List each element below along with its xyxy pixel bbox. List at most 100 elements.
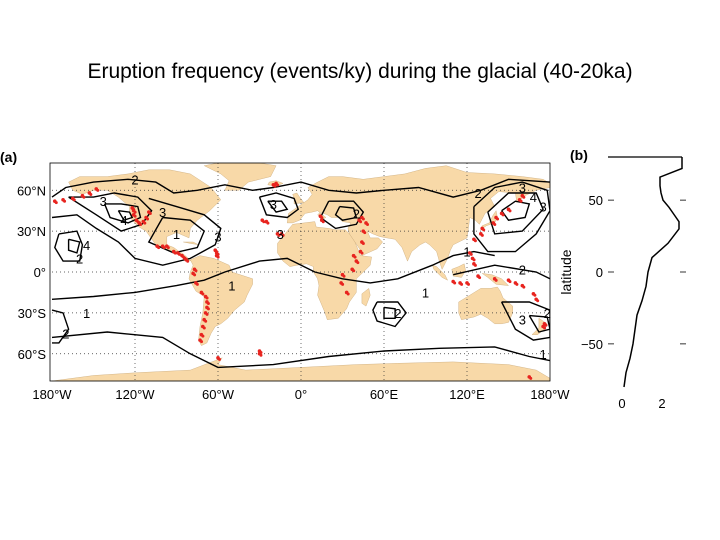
volcano-marker-iceland-atlantic — [281, 233, 285, 237]
volcano-marker-mexico-central-america — [166, 246, 170, 250]
volcano-marker-andes — [195, 282, 199, 286]
contour-line — [372, 301, 407, 328]
volcano-marker-andes — [201, 292, 205, 296]
contour-line — [501, 200, 531, 221]
volcano-marker-mediterranean-africa — [341, 282, 345, 286]
contour-label: 1 — [228, 279, 235, 294]
volcano-marker-mexico-central-america — [162, 246, 166, 250]
map-x-tick-label: 0° — [295, 387, 307, 402]
volcano-marker-aleutians — [63, 199, 67, 203]
volcano-marker-melanesia-nz — [536, 299, 540, 303]
volcano-marker-iceland-atlantic — [273, 184, 277, 188]
volcano-marker-aleutians — [89, 192, 93, 196]
volcano-marker-kamchatka-japan — [522, 195, 526, 199]
contour-line — [487, 192, 544, 235]
contour-label: 1 — [422, 285, 429, 300]
volcano-marker-aleutians — [72, 198, 76, 202]
contour-line — [51, 178, 550, 198]
volcano-marker-philippines-indonesia — [472, 258, 476, 262]
latitude-profile: 50 0 −50 0 2 latitude — [558, 156, 686, 411]
contour-line — [147, 216, 206, 254]
contour-line — [267, 200, 289, 213]
land-australia — [458, 286, 513, 324]
volcano-marker-philippines-indonesia — [508, 280, 512, 284]
contour-line — [453, 264, 550, 280]
volcano-marker-philippines-indonesia — [467, 282, 470, 286]
volcano-marker-philippines-indonesia — [469, 252, 473, 256]
volcano-marker-mediterranean-africa — [346, 292, 350, 296]
volcano-marker-arabia-anatolia — [363, 231, 367, 235]
contour-label: 3 — [539, 200, 546, 215]
contour-line — [51, 309, 70, 344]
contour-line — [528, 314, 550, 333]
volcano-marker-cascades-west-us — [148, 212, 152, 216]
volcano-marker-philippines-indonesia — [494, 278, 498, 282]
map-y-tick-label: 60°S — [18, 347, 47, 362]
map-x-tick-label: 120°E — [449, 387, 485, 402]
volcano-marker-aleutians — [54, 201, 58, 205]
volcano-marker-iceland-atlantic — [276, 183, 280, 187]
volcano-marker-kamchatka-japan — [501, 213, 505, 217]
volcano-marker-andes — [205, 312, 209, 316]
panel-b-label: (b) — [570, 147, 588, 163]
contour-label: 3 — [159, 205, 166, 220]
volcano-marker-mediterranean-africa — [320, 216, 324, 220]
contour-label: 2 — [544, 306, 551, 321]
land-madagascar — [361, 288, 371, 307]
contour-label: 3 — [270, 197, 277, 212]
profile-x-tick-label: 2 — [658, 396, 665, 411]
map-y-tick-label: 0° — [34, 265, 46, 280]
volcano-marker-philippines-indonesia — [478, 276, 482, 280]
volcano-marker-andes — [194, 269, 198, 273]
volcano-marker-arabia-anatolia — [359, 220, 363, 224]
map-x-tick-label: 60°E — [370, 387, 399, 402]
volcano-marker-arabia-anatolia — [360, 251, 364, 255]
contour-line — [383, 306, 396, 319]
volcano-marker-mediterranean-africa — [321, 220, 325, 224]
contour-label: 3 — [519, 181, 526, 196]
volcano-marker-kamchatka-japan — [519, 199, 523, 203]
volcano-marker-mexico-central-america — [186, 259, 190, 263]
volcano-marker-arabia-anatolia — [361, 242, 365, 246]
volcano-marker-iceland-atlantic — [266, 221, 270, 225]
volcano-marker-philippines-indonesia — [453, 281, 457, 285]
volcano-marker-cascades-west-us — [139, 222, 143, 226]
profile-y-axis-label: latitude — [558, 249, 574, 294]
land-sumatra — [432, 264, 449, 281]
contour-label: 4 — [83, 238, 90, 253]
contour-label: 1 — [539, 347, 546, 362]
volcano-marker-philippines-indonesia — [473, 263, 477, 267]
volcano-marker-antarctica — [259, 353, 263, 357]
contour-lines — [51, 178, 550, 369]
contour-label: 3 — [214, 230, 221, 245]
volcano-marker-arabia-anatolia — [366, 222, 370, 226]
contour-label: 4 — [120, 213, 127, 228]
volcano-marker-cascades-west-us — [133, 210, 137, 214]
volcano-marker-melanesia-nz — [522, 285, 526, 289]
volcano-marker-andes — [206, 307, 210, 311]
land-south-america — [188, 255, 253, 346]
contour-line — [67, 238, 81, 254]
volcano-marker-kamchatka-japan — [493, 222, 497, 226]
contour-label: 2 — [519, 262, 526, 277]
contour-label: 1 — [173, 227, 180, 242]
profile-y-tick-label: −50 — [581, 337, 603, 352]
contour-label: 2 — [353, 206, 360, 221]
volcano-marker-kamchatka-japan — [473, 239, 477, 243]
contour-label: 2 — [76, 251, 83, 266]
contour-label: 3 — [100, 194, 107, 209]
profile-line — [623, 157, 683, 388]
volcano-marker-iceland-atlantic — [262, 220, 266, 224]
contour-line — [51, 250, 495, 300]
volcano-marker-andes — [206, 301, 210, 305]
volcano-marker-kamchatka-japan — [496, 217, 500, 221]
contour-line — [473, 181, 550, 253]
volcano-marker-mediterranean-africa — [356, 261, 360, 265]
contour-label: 2 — [62, 326, 69, 341]
contour-label: 1 — [463, 245, 470, 260]
map-x-tick-label: 180°W — [530, 387, 570, 402]
volcano-marker-antarctica — [259, 351, 263, 355]
volcano-marker-cascades-west-us — [146, 217, 150, 221]
